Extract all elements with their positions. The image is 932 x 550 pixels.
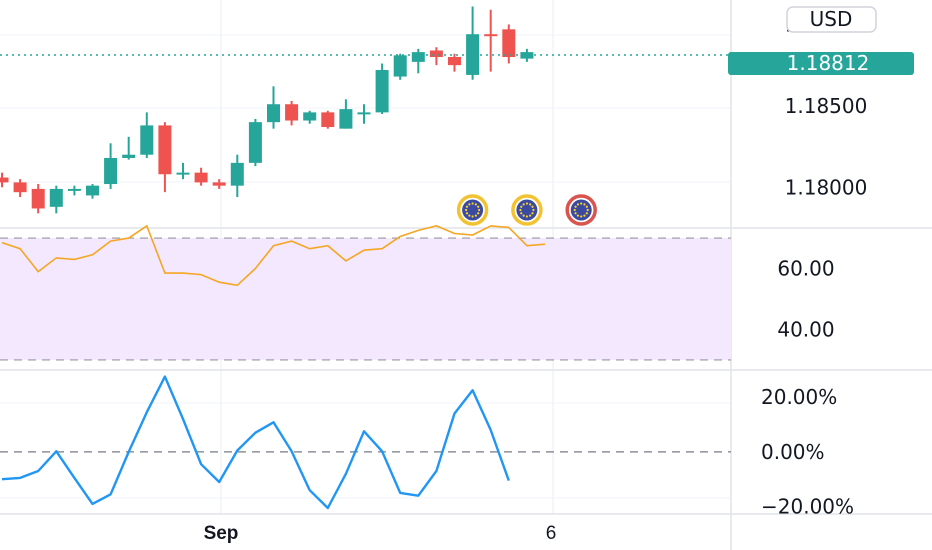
candle[interactable] — [248, 118, 262, 167]
candle-body — [158, 125, 172, 175]
candle-body — [176, 172, 190, 175]
eu-flag-icon[interactable] — [456, 194, 489, 226]
candle-body — [140, 125, 154, 155]
candle[interactable] — [429, 47, 443, 66]
candle-body — [31, 188, 45, 209]
eu-flag-icon[interactable] — [565, 194, 597, 226]
candle[interactable] — [484, 9, 498, 72]
time-tick-label: 6 — [546, 523, 557, 544]
candle-body — [13, 182, 27, 193]
candle-body — [502, 29, 516, 57]
candle[interactable] — [0, 172, 9, 188]
candle[interactable] — [67, 185, 81, 196]
candle[interactable] — [230, 154, 244, 198]
candle-body — [212, 182, 226, 186]
candle-body — [339, 109, 353, 129]
momentum-line[interactable] — [1, 375, 510, 510]
candle[interactable] — [339, 99, 353, 129]
last-price-label: 1.18812 — [787, 51, 870, 75]
candle[interactable] — [267, 86, 280, 129]
candlestick-series[interactable] — [0, 6, 534, 214]
candle-body — [0, 177, 9, 183]
candle[interactable] — [448, 53, 461, 72]
candle-body — [466, 34, 480, 75]
candle[interactable] — [466, 6, 480, 80]
candle-body — [375, 70, 389, 113]
candle[interactable] — [285, 100, 299, 126]
candle-body — [230, 162, 244, 186]
candle[interactable] — [49, 185, 63, 214]
candle-body — [393, 55, 407, 77]
candle-body — [520, 52, 534, 59]
candle-body — [194, 172, 208, 183]
rsi-tick-label: 60.00 — [777, 257, 834, 281]
candle-body — [411, 52, 425, 62]
eu-flag-icon[interactable] — [511, 194, 543, 226]
price-tick-label: 1.18000 — [785, 175, 868, 199]
candle-body — [285, 104, 299, 121]
candle-body — [49, 188, 63, 207]
momentum-tick-label: 0.00% — [761, 440, 825, 464]
candle[interactable] — [212, 179, 226, 189]
currency-label: USD — [810, 7, 853, 31]
candle[interactable] — [122, 136, 136, 160]
time-tick-label: Sep — [204, 523, 239, 544]
time-axis[interactable]: Sep 6 — [204, 523, 557, 544]
candle-body — [303, 112, 317, 121]
event-markers[interactable] — [456, 194, 597, 226]
momentum-tick-label: 20.00% — [761, 385, 837, 409]
candle-body — [429, 50, 443, 57]
candle-body — [321, 112, 335, 128]
candle[interactable] — [303, 110, 317, 124]
candle-body — [104, 157, 118, 185]
rsi-band — [0, 238, 731, 360]
candle[interactable] — [86, 184, 99, 199]
candle-body — [267, 104, 280, 123]
candle[interactable] — [176, 162, 190, 180]
currency-badge[interactable] — [786, 6, 877, 33]
candle-body — [122, 154, 136, 158]
candle[interactable] — [31, 184, 45, 214]
candle-body — [448, 57, 461, 66]
candle[interactable] — [411, 48, 425, 74]
candle[interactable] — [375, 63, 389, 114]
candle-body — [67, 188, 81, 191]
candle-body — [86, 185, 99, 196]
candle[interactable] — [393, 53, 407, 80]
last-price-badge — [728, 52, 914, 75]
price-tick-label: 1.18500 — [785, 94, 868, 118]
rsi-tick-label: 40.00 — [777, 317, 834, 341]
candle-body — [357, 112, 371, 115]
candle[interactable] — [158, 122, 172, 193]
candle[interactable] — [520, 48, 534, 62]
candle[interactable] — [194, 167, 208, 186]
candle[interactable] — [140, 112, 154, 158]
rsi-line[interactable] — [1, 224, 546, 287]
candle-body — [248, 122, 262, 163]
candle[interactable] — [13, 179, 27, 198]
candle[interactable] — [104, 143, 118, 189]
candle[interactable] — [321, 110, 335, 129]
candle[interactable] — [502, 24, 516, 64]
candle-body — [484, 34, 498, 37]
momentum-tick-label: −20.00% — [761, 495, 854, 519]
candle[interactable] — [357, 104, 371, 124]
